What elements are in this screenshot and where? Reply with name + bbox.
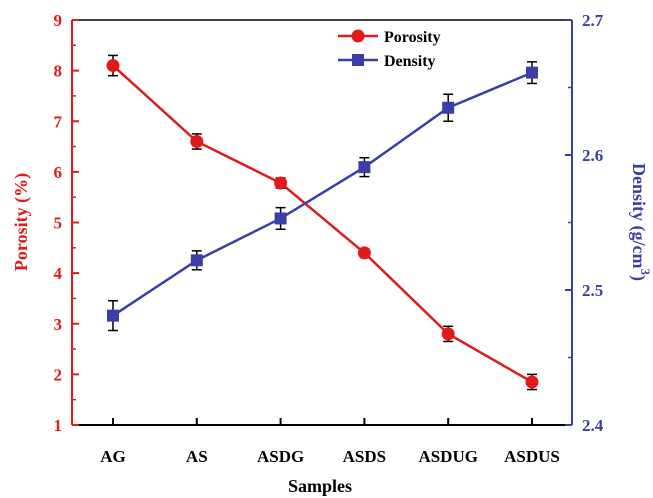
legend-label-porosity: Porosity xyxy=(384,29,441,46)
y-left-tick-label: 3 xyxy=(54,315,63,334)
series-density xyxy=(107,61,538,332)
data-point-density xyxy=(358,161,371,174)
data-point-porosity xyxy=(106,59,120,73)
y-left-tick-label: 7 xyxy=(54,112,63,131)
series-line-porosity xyxy=(112,64,533,384)
y-left-tick-label: 6 xyxy=(54,163,63,182)
y-left-tick-label: 8 xyxy=(54,62,63,81)
y-right-tick-label: 2.6 xyxy=(582,146,603,165)
legend-marker-porosity xyxy=(351,29,365,43)
y-right-axis-title: Density (g/cm3) xyxy=(628,163,653,281)
y-right-tick-label: 2.4 xyxy=(582,416,604,435)
y-left-tick-label: 5 xyxy=(54,214,63,233)
y-left-tick-label: 4 xyxy=(54,264,63,283)
series-line-density xyxy=(112,71,533,317)
x-axis-title: Samples xyxy=(288,476,352,496)
data-point-porosity xyxy=(274,176,288,190)
data-point-density xyxy=(442,101,455,114)
x-tick-label: ASDUS xyxy=(504,447,560,466)
series-porosity xyxy=(106,54,539,391)
data-point-porosity xyxy=(357,246,371,260)
data-point-porosity xyxy=(525,375,539,389)
data-point-density xyxy=(190,254,203,267)
legend-marker-density xyxy=(352,54,364,66)
legend: Porosity Density xyxy=(338,29,441,70)
data-point-density xyxy=(107,309,119,322)
y-right-tick-label: 2.5 xyxy=(582,281,603,300)
data-point-porosity xyxy=(441,327,455,341)
data-point-density xyxy=(274,212,287,225)
y-left-tick-label: 2 xyxy=(54,365,63,384)
legend-item-density: Density xyxy=(338,53,436,70)
data-point-density xyxy=(526,66,538,79)
y-left-tick-label: 9 xyxy=(54,11,63,30)
x-tick-label: ASDS xyxy=(343,447,386,466)
y-left-tick-label: 1 xyxy=(54,416,63,435)
x-tick-label: ASDG xyxy=(257,447,304,466)
x-tick-label: AG xyxy=(100,447,126,466)
x-tick-label: AS xyxy=(186,447,208,466)
y-right-tick-label: 2.7 xyxy=(582,11,604,30)
legend-label-density: Density xyxy=(384,53,436,70)
legend-item-porosity: Porosity xyxy=(338,29,441,46)
data-point-porosity xyxy=(190,135,204,148)
y-left-axis-title: Porosity (%) xyxy=(11,173,32,271)
x-tick-label: ASDUG xyxy=(418,447,478,466)
